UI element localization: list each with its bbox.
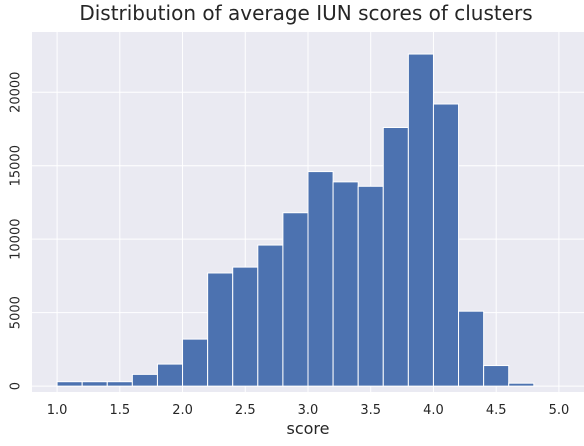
histogram-bar bbox=[131, 373, 158, 387]
x-tick-label: 5.0 bbox=[549, 403, 570, 418]
histogram-bar bbox=[357, 185, 384, 387]
x-tick-label: 4.5 bbox=[486, 403, 507, 418]
y-tick-label: 10000 bbox=[9, 219, 24, 260]
histogram-bar bbox=[307, 171, 334, 387]
y-tick-label: 5000 bbox=[9, 296, 24, 329]
y-tick-label: 15000 bbox=[9, 145, 24, 186]
histogram-bar bbox=[81, 381, 108, 387]
histogram-bar bbox=[156, 363, 184, 387]
chart-title: Distribution of average IUN scores of cl… bbox=[79, 1, 532, 25]
histogram-bar bbox=[508, 382, 535, 387]
histogram-bar bbox=[407, 53, 434, 387]
y-tick-label: 20000 bbox=[9, 72, 24, 113]
histogram-bar bbox=[207, 272, 234, 387]
x-tick-label: 2.5 bbox=[235, 403, 256, 418]
x-tick-label: 2.0 bbox=[172, 403, 193, 418]
histogram-bar bbox=[483, 365, 510, 387]
histogram-bar bbox=[257, 244, 284, 387]
y-tick-label: 0 bbox=[9, 382, 24, 390]
histogram-bar bbox=[332, 181, 359, 387]
histogram-bar bbox=[232, 266, 259, 387]
bar-layer bbox=[56, 53, 535, 387]
histogram-bar bbox=[282, 212, 309, 387]
x-axis-label: score bbox=[287, 419, 330, 438]
x-tick-label: 1.0 bbox=[47, 403, 68, 418]
histogram-bar bbox=[432, 103, 460, 387]
tick-layer: 1.0 1.5 2.0 2.5 3.0 3.5 4.0 4.5 5.0 0 5000 10000 150… bbox=[9, 72, 570, 418]
histogram-bar bbox=[458, 310, 485, 387]
histogram-bar bbox=[106, 381, 133, 387]
x-tick-label: 1.5 bbox=[109, 403, 130, 418]
histogram-bar bbox=[56, 381, 83, 387]
x-tick-label: 3.5 bbox=[360, 403, 381, 418]
histogram-bar bbox=[182, 338, 209, 387]
x-tick-label: 3.0 bbox=[298, 403, 319, 418]
x-tick-label: 4.0 bbox=[423, 403, 444, 418]
histogram-bar bbox=[382, 127, 409, 387]
